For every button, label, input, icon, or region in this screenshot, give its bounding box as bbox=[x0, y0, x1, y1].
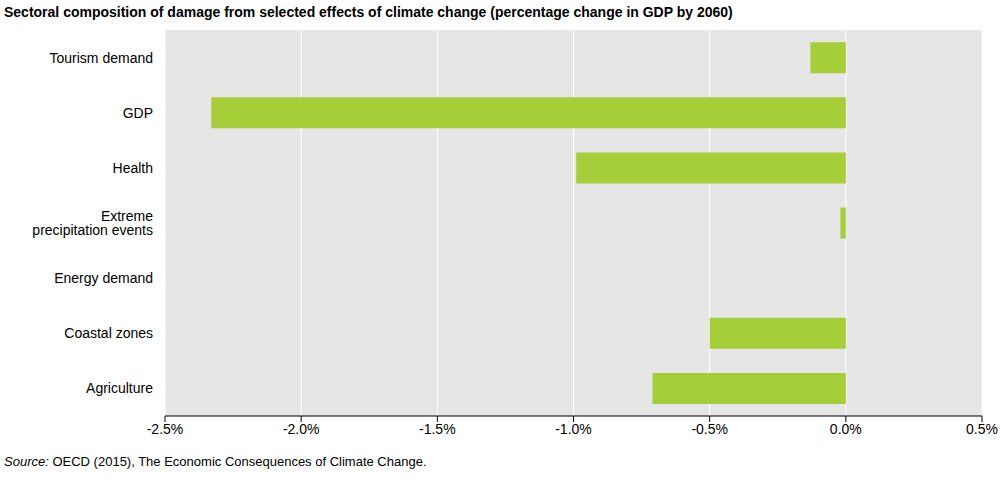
svg-text:Agriculture: Agriculture bbox=[86, 380, 153, 396]
svg-text:Tourism demand: Tourism demand bbox=[50, 50, 154, 66]
svg-text:Coastal zones: Coastal zones bbox=[64, 325, 153, 341]
svg-text:0.5%: 0.5% bbox=[966, 421, 992, 437]
svg-text:-0.5%: -0.5% bbox=[691, 421, 728, 437]
svg-text:-1.0%: -1.0% bbox=[555, 421, 592, 437]
svg-text:GDP: GDP bbox=[123, 105, 153, 121]
html-text:Source: OECD (2015), The Econo: Source: OECD (2015), The Economic Conseq… bbox=[4, 454, 427, 469]
svg-text:0.0%: 0.0% bbox=[830, 421, 862, 437]
svg-text:Energy demand: Energy demand bbox=[54, 270, 153, 286]
html-text:Sectoral composition of damage: Sectoral composition of damage from sele… bbox=[4, 4, 733, 20]
svg-text:-2.5%: -2.5% bbox=[147, 421, 184, 437]
svg-text:-1.5%: -1.5% bbox=[419, 421, 456, 437]
svg-text:Health: Health bbox=[113, 160, 153, 176]
svg-text:Extremeprecipitation events: Extremeprecipitation events bbox=[32, 208, 153, 238]
svg-text:-2.0%: -2.0% bbox=[283, 421, 320, 437]
